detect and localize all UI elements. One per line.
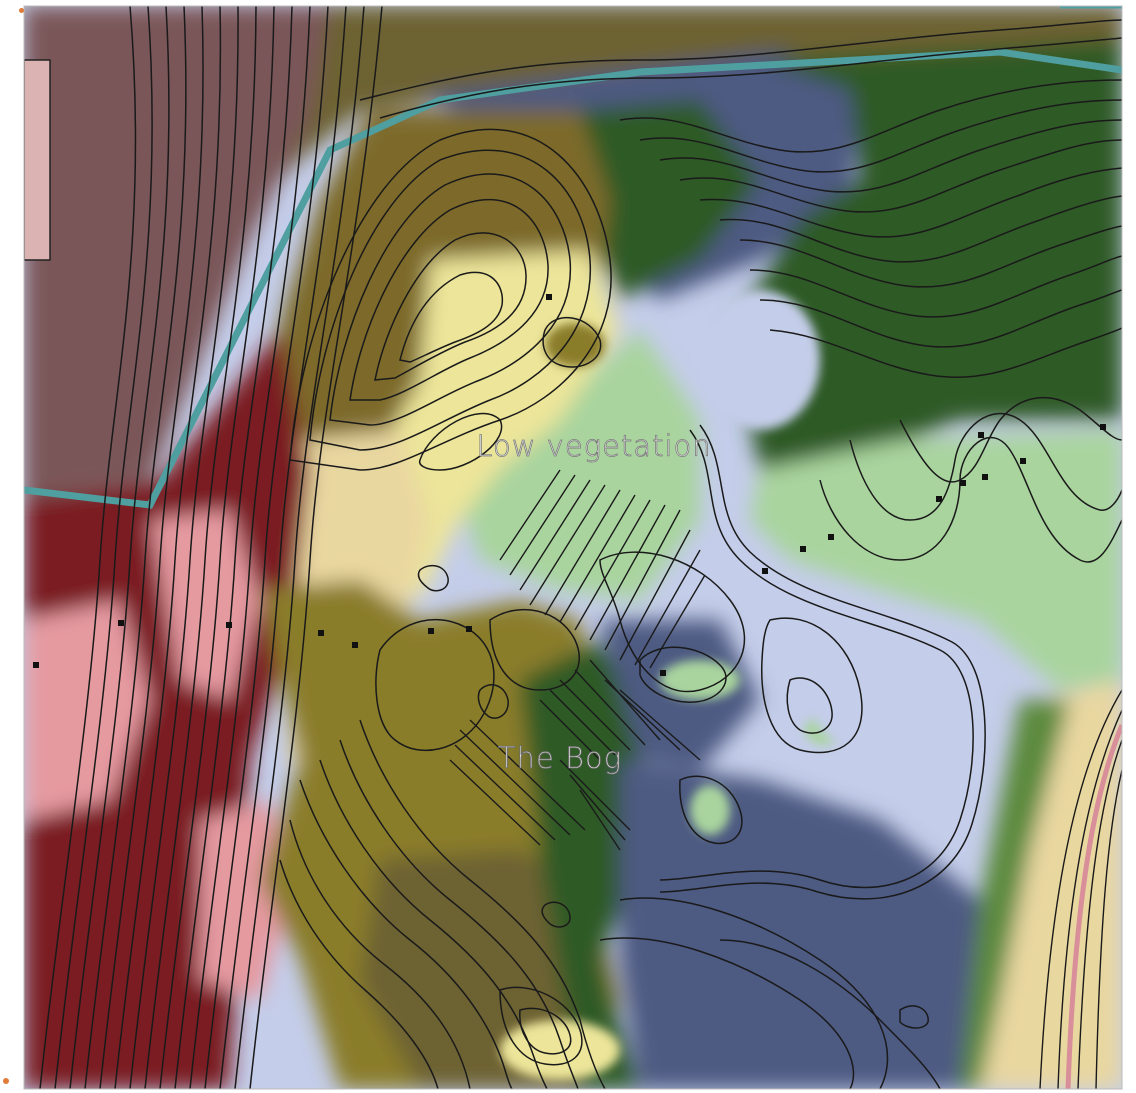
khaki-knoll-patch [545,323,605,367]
map-border [23,5,1123,1090]
corner-marker-bottom [3,1078,9,1084]
corner-marker-top [19,8,24,13]
right-edge-green-zone [960,700,1070,1089]
right-edge-tan-zone [980,680,1122,1089]
site-markers [33,294,1106,676]
light-green-right-zone [750,430,1122,690]
bog-hatch [449,469,706,851]
light-green-patch-b [690,785,730,835]
right-road [1039,689,1122,1089]
bog-forest-zone [520,640,640,1089]
pink-zone-c [200,800,290,1000]
yellow-patch [500,1020,620,1080]
label-the-bog: The Bog [498,741,622,775]
label-low-vegetation: Low vegetation [476,429,711,463]
olive-ridge-zone [280,110,610,470]
contour-lines [39,6,1122,1089]
light-green-patch-a [660,660,740,700]
mauve-left-zone [24,6,330,500]
building-outline [24,59,51,261]
light-green-center-zone [460,330,700,600]
dark-green-forest-zone [730,40,1122,470]
right-road-pink [1065,724,1122,1089]
lavender-patch-b [700,290,820,430]
dark-green-ridge-zone [580,100,760,300]
lavender-patch [810,640,990,760]
pink-zone-b [150,510,260,700]
